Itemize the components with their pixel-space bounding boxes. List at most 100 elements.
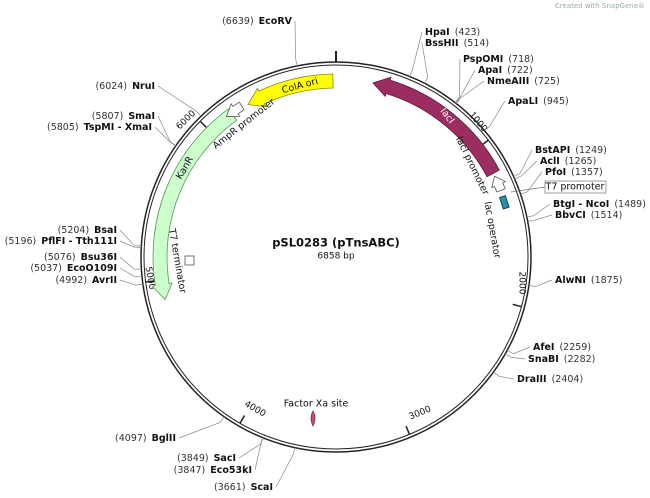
site-label: (5076) Bsu36I: [44, 252, 117, 263]
site-label: ApaLI (945): [508, 96, 569, 107]
site-leader: [421, 42, 429, 84]
feature-cola-ori: [247, 73, 334, 108]
site-leader: [154, 126, 176, 147]
site-leader: [294, 20, 298, 66]
scale-label: 2000: [517, 272, 527, 295]
site-leader: [526, 203, 551, 218]
site-label: ApaI (722): [478, 65, 533, 76]
site-name: PspOMI: [463, 54, 503, 65]
site-label: AfeI (2259): [533, 342, 591, 353]
site-label: (5807) SmaI: [92, 111, 155, 122]
site-position: (1265): [565, 156, 597, 167]
scale-tick: [199, 120, 208, 129]
site-name: ScaI: [251, 482, 273, 493]
feature-laci-promoter: [491, 175, 507, 193]
site-leader: [157, 85, 202, 117]
site-leader: [178, 416, 225, 439]
site-name: ApaI: [478, 65, 502, 76]
site-name: BstAPI: [535, 145, 570, 156]
feature-lac-operator: [498, 195, 510, 210]
site-leader: [119, 240, 142, 248]
site-label: HpaI (423): [425, 27, 480, 38]
site-position: (6024): [95, 81, 127, 92]
site-position: (2259): [559, 342, 591, 353]
scale-label: 3000: [408, 404, 433, 422]
site-leader: [528, 279, 553, 287]
site-leader: [275, 447, 296, 488]
site-name: DraIII: [517, 374, 547, 385]
site-name: HpaI: [425, 27, 450, 38]
site-position: (2282): [564, 354, 596, 365]
site-position: (3847): [174, 465, 206, 476]
site-leader: [527, 214, 553, 222]
site-name: EcoO109I: [67, 263, 117, 274]
site-leader: [507, 346, 531, 355]
plasmid-length: 6858 bp: [317, 252, 354, 262]
site-name: TspMI - XmaI: [84, 122, 152, 133]
site-label: (6024) NruI: [95, 81, 155, 92]
site-label: (5805) TspMI - XmaI: [47, 122, 152, 133]
site-label: (3849) SacI: [177, 453, 236, 464]
site-label: (3847) Eco53kI: [174, 465, 252, 476]
site-label: PspOMI (718): [463, 54, 534, 65]
site-position: (5196): [5, 236, 37, 247]
feature-factor-xa: [310, 410, 316, 427]
site-label: (5196) PflFI - Tth111I: [5, 236, 117, 247]
site-name: AfeI: [533, 342, 554, 353]
feature-label: T7 promoter: [545, 182, 605, 193]
site-leader: [454, 58, 461, 103]
site-position: (3849): [177, 453, 209, 464]
site-leader: [238, 437, 264, 459]
site-label: BstAPI (1249): [535, 145, 607, 156]
site-name: AclI: [540, 156, 560, 167]
feature-t7-promoter-box: [544, 180, 607, 194]
site-name: BsaI: [94, 225, 117, 236]
backbone-inner: [143, 64, 529, 450]
site-position: (945): [543, 96, 569, 107]
site-position: (718): [508, 54, 534, 65]
feature-label: Factor Xa site: [284, 399, 349, 410]
site-position: (2404): [552, 374, 584, 385]
site-label: SnaBI (2282): [528, 354, 595, 365]
scale-label: 4000: [242, 399, 267, 419]
site-position: (3661): [214, 482, 246, 493]
site-position: (423): [455, 27, 481, 38]
site-name: NruI: [132, 81, 155, 92]
site-leader: [119, 279, 143, 286]
site-position: (722): [507, 65, 533, 76]
leader-t7-promoter: [510, 186, 546, 193]
watermark: Created with SnapGene®: [555, 2, 645, 10]
site-label: AlwNI (1875): [555, 275, 622, 286]
site-leader: [513, 149, 533, 177]
site-label: BssHII (514): [425, 38, 489, 49]
site-position: (1875): [591, 275, 623, 286]
site-label: BtgI - NcoI (1489): [553, 199, 646, 210]
site-name: EcoRV: [259, 16, 293, 27]
site-leader: [119, 267, 142, 278]
feature-ampr-promoter: [225, 101, 245, 118]
site-position: (1489): [614, 199, 646, 210]
site-position: (1357): [571, 167, 603, 178]
site-name: BssHII: [425, 38, 459, 49]
site-label: (3661) ScaI: [214, 482, 273, 493]
site-name: BbvCI: [555, 210, 586, 221]
site-position: (725): [534, 76, 560, 87]
site-position: (1249): [575, 145, 607, 156]
site-label: NmeAIII (725): [487, 76, 560, 87]
site-name: ApaLI: [508, 96, 538, 107]
feature-label: lac operator: [482, 201, 503, 260]
feature-laci: [372, 76, 500, 178]
site-label: AclI (1265): [540, 156, 596, 167]
site-position: (514): [464, 38, 490, 49]
feature-t7-terminator: [184, 255, 195, 266]
site-position: (5076): [44, 252, 76, 263]
site-leader: [493, 371, 515, 380]
site-leader: [119, 256, 142, 270]
plasmid-title: pSL0283 (pTnsABC): [272, 236, 400, 250]
scale-tick: [512, 303, 522, 308]
site-label: PfoI (1357): [545, 167, 603, 178]
scale-tick: [405, 425, 411, 435]
scale-label: 6000: [175, 109, 198, 132]
site-name: AlwNI: [555, 275, 586, 286]
